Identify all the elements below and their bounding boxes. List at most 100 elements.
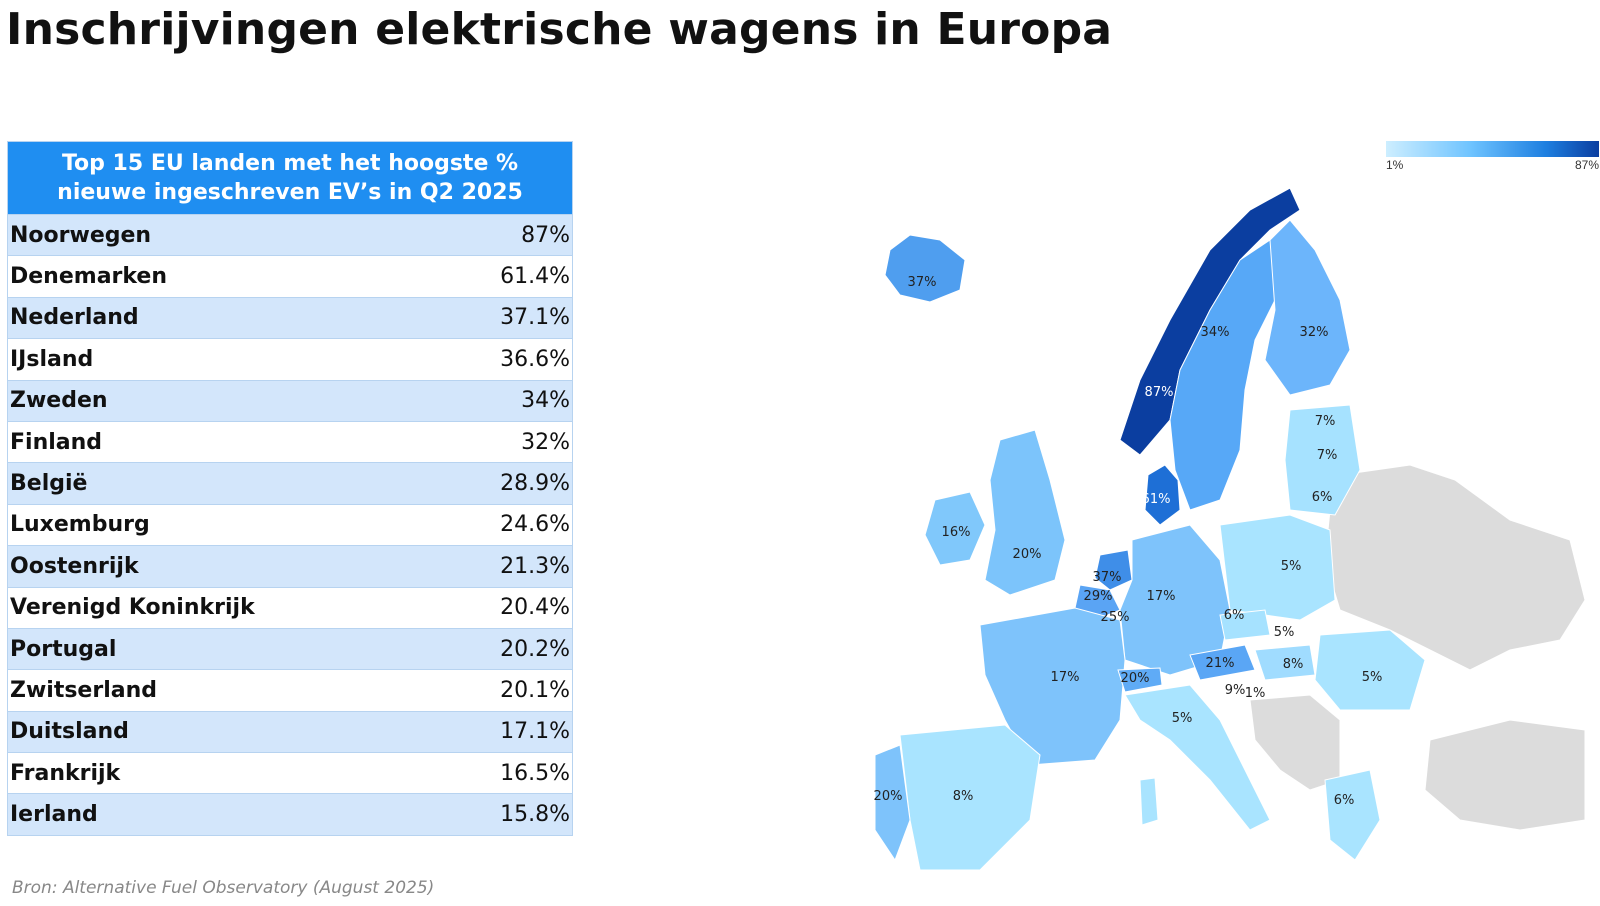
map-value-label: 6% (1312, 490, 1333, 505)
map-region-balkans (1249, 694, 1341, 791)
map-value-label: 20% (1121, 671, 1150, 686)
map-value-label: 7% (1315, 414, 1336, 429)
map-value-label: 6% (1334, 793, 1355, 808)
map-hungary (1254, 644, 1316, 681)
row-value: 34% (521, 388, 570, 414)
table-row: Noorwegen 87% (8, 214, 572, 256)
map-value-label: 20% (874, 789, 903, 804)
map-value-label: 16% (942, 525, 971, 540)
map-value-label: 8% (953, 789, 974, 804)
row-value: 28.9% (500, 471, 570, 497)
map-netherlands (1094, 549, 1133, 591)
row-value: 24.6% (500, 512, 570, 538)
map-value-label: 17% (1147, 589, 1176, 604)
map-value-label: 32% (1300, 325, 1329, 340)
table-row: Nederland 37.1% (8, 296, 572, 339)
row-value: 15.8% (500, 802, 570, 828)
map-value-label: 21% (1206, 656, 1235, 671)
row-country: Luxemburg (10, 512, 150, 538)
map-romania (1314, 629, 1426, 711)
map-iceland (884, 234, 966, 303)
row-country: Zweden (10, 388, 108, 414)
map-portugal (874, 744, 911, 862)
map-sweden (1169, 239, 1281, 511)
table-header-line1: Top 15 EU landen met het hoogste % (61, 151, 519, 176)
map-poland (1219, 514, 1336, 621)
row-value: 36.6% (500, 346, 570, 372)
row-country: IJsland (10, 346, 94, 372)
map-finland (1264, 219, 1351, 396)
page-title: Inschrijvingen elektrische wagens in Eur… (6, 4, 1113, 55)
row-country: België (10, 471, 88, 497)
row-country: Finland (10, 429, 103, 455)
table-row: Ierland 15.8% (8, 793, 572, 835)
map-value-label: 37% (908, 275, 937, 290)
table-header: Top 15 EU landen met het hoogste % nieuw… (8, 142, 572, 214)
map-value-label: 9% (1225, 683, 1246, 698)
row-country: Portugal (10, 636, 117, 662)
row-value: 32% (521, 429, 570, 455)
source-note: Bron: Alternative Fuel Observatory (Augu… (12, 878, 435, 898)
map-austria (1189, 644, 1256, 681)
map-value-label: 20% (1013, 547, 1042, 562)
europe-map: 87% 61% 37% 29% 25% 37% 34% 32% 7% 7% 6% 16% 20% 17% 5… (874, 187, 1586, 871)
table-row: Duitsland 17.1% (8, 710, 572, 753)
row-value: 20.2% (500, 636, 570, 662)
table-row: Finland 32% (8, 420, 572, 463)
map-value-label: 5% (1281, 559, 1302, 574)
legend-max-label: 87% (1574, 158, 1599, 172)
map-uk (984, 429, 1066, 596)
row-country: Frankrijk (10, 760, 121, 786)
map-value-label: 87% (1145, 385, 1174, 400)
map-greece (1324, 769, 1381, 861)
map-value-label: 25% (1101, 610, 1130, 625)
table-row: België 28.9% (8, 462, 572, 504)
map-value-label: 29% (1084, 589, 1113, 604)
row-value: 20.1% (500, 677, 570, 703)
table-row: Denemarken 61.4% (8, 255, 572, 297)
map-value-label: 6% (1224, 608, 1245, 623)
color-legend: 1% 87% (1386, 141, 1599, 172)
map-value-label: 61% (1142, 492, 1171, 507)
row-country: Oostenrijk (10, 553, 139, 579)
table-body: Noorwegen 87% Denemarken 61.4% Nederland 37.1… (8, 214, 572, 835)
map-value-label: 37% (1093, 570, 1122, 585)
map-region-turkey (1424, 719, 1586, 831)
row-value: 17.1% (500, 719, 570, 745)
map-value-label: 34% (1201, 325, 1230, 340)
ranking-table: Top 15 EU landen met het hoogste % nieuw… (7, 141, 573, 836)
map-value-label: 7% (1317, 448, 1338, 463)
map-switzerland (1117, 667, 1163, 693)
row-value: 20.4% (500, 595, 570, 621)
map-france (979, 607, 1126, 766)
map-spain (899, 724, 1041, 871)
map-denmark (1144, 464, 1181, 526)
row-value: 61.4% (500, 264, 570, 290)
map-italy (1124, 684, 1271, 831)
table-row: Zwitserland 20.1% (8, 669, 572, 711)
table-row: Luxemburg 24.6% (8, 503, 572, 546)
row-country: Verenigd Koninkrijk (10, 595, 255, 621)
table-row: Oostenrijk 21.3% (8, 545, 572, 587)
row-value: 37.1% (500, 305, 570, 331)
row-country: Zwitserland (10, 677, 157, 703)
map-czechia (1219, 609, 1271, 641)
map-value-label: 17% (1051, 670, 1080, 685)
row-country: Denemarken (10, 264, 168, 290)
row-country: Nederland (10, 305, 139, 331)
table-row: Zweden 34% (8, 379, 572, 421)
table-row: IJsland 36.6% (8, 338, 572, 380)
map-value-label: 8% (1283, 657, 1304, 672)
map-sardinia (1139, 777, 1159, 826)
map-value-label: 5% (1172, 711, 1193, 726)
row-country: Noorwegen (10, 222, 152, 248)
map-value-label: 5% (1274, 625, 1295, 640)
legend-min-label: 1% (1386, 158, 1404, 172)
row-value: 87% (521, 222, 570, 248)
map-ireland (924, 491, 986, 566)
row-country: Duitsland (10, 719, 129, 745)
table-row: Verenigd Koninkrijk 20.4% (8, 586, 572, 628)
legend-gradient-bar (1386, 141, 1599, 157)
row-value: 21.3% (500, 553, 570, 579)
table-row: Frankrijk 16.5% (8, 752, 572, 794)
